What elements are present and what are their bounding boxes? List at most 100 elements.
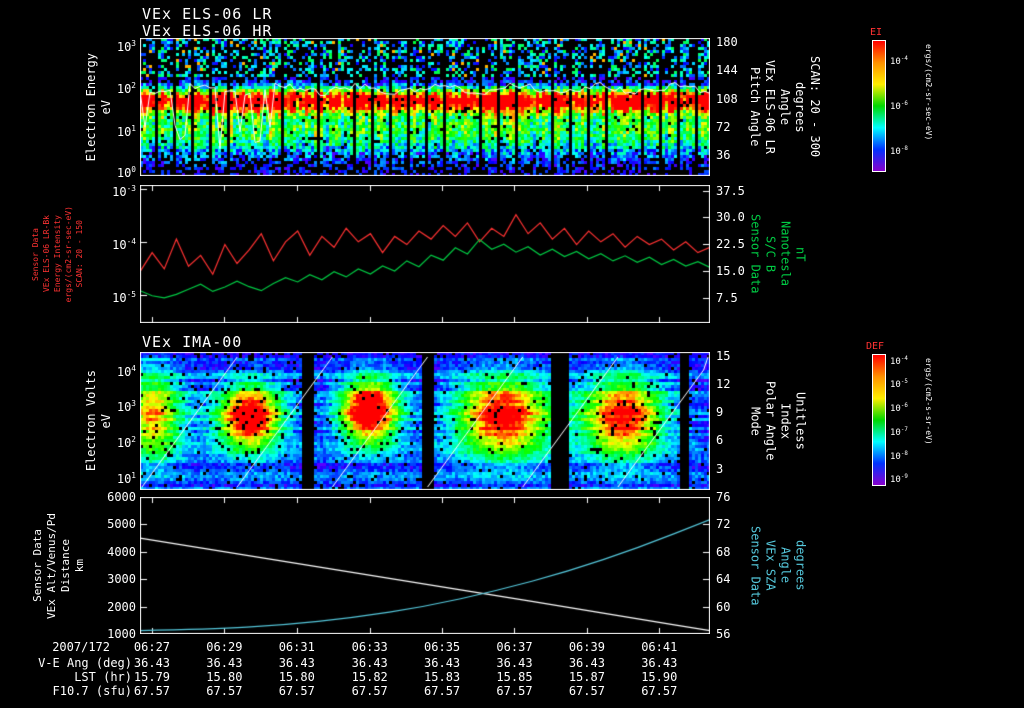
altitude-y-axis-label: Sensor Data VEx Alt/Venus/Pd Distance km: [30, 497, 86, 634]
axis-label-line: Sensor Data: [748, 214, 763, 294]
right-axis-tick-label: 72: [716, 517, 731, 532]
time-tick-label: 06:33: [351, 640, 388, 654]
axis-label-line: Energy Intensity: [53, 215, 62, 293]
intensity-y-axis-label: Sensor Data VEx ELS-06 LR-Bk Energy Intens…: [28, 185, 88, 323]
els-right-ticks: 180 144 108 72 36: [714, 35, 748, 176]
ephemeris-value: 67.57: [351, 684, 388, 698]
ima-colorbar-units: ergs/(cm2-s-sr-eV): [924, 358, 933, 445]
axis-label-line: Polar Angle: [763, 381, 778, 461]
veang-row: 36.43 36.43 36.43 36.43 36.43 36.43 36.43 36.43: [0, 656, 1024, 670]
left-axis-tick-label: 101: [116, 471, 136, 487]
right-axis-tick-label: 60: [716, 599, 731, 614]
ephemeris-value: 67.57: [641, 684, 678, 698]
right-axis-tick-label: 36: [716, 148, 731, 163]
left-axis-tick-label: 2000: [107, 599, 136, 614]
axis-label-line: nT: [793, 246, 808, 262]
right-axis-tick-label: 76: [716, 490, 731, 504]
right-axis-tick-label: 12: [716, 376, 731, 391]
ima-spectrogram-panel: [140, 352, 710, 490]
bfield-right-ticks: 37.5 30.0 22.5 15.0 7.5: [714, 184, 748, 323]
axis-label-line: Mode: [748, 406, 763, 436]
axis-label-line: VEx SZA: [763, 540, 778, 591]
ephemeris-value: 36.43: [133, 656, 171, 670]
axis-label-line: S/C B: [763, 235, 778, 273]
ephemeris-value: 15.80: [278, 670, 315, 684]
axis-label-line: Unitless: [793, 392, 808, 450]
axis-label-line: Angle: [778, 547, 793, 584]
right-axis-tick-label: 30.0: [716, 210, 745, 225]
time-tick-label: 06:31: [278, 640, 315, 654]
colorbar-axis-tick-label: 10-8: [890, 145, 908, 157]
date-label: 2007/172: [52, 640, 110, 654]
right-axis-tick-label: 9: [716, 405, 724, 420]
colorbar-axis-tick-label: 10-4: [890, 355, 908, 367]
colorbar-axis-tick-label: 10-6: [890, 101, 908, 112]
row-label-f107: F10.7 (sfu): [52, 684, 132, 698]
altitude-sza-panel: [140, 497, 710, 634]
altitude-sza-canvas: [140, 497, 710, 634]
lst-row: 15.79 15.80 15.80 15.82 15.83 15.85 15.87 15.90: [0, 670, 1024, 684]
left-axis-tick-label: 103: [116, 39, 136, 55]
els-colorbar-title: EI: [870, 27, 883, 38]
els-left-ticks: 103 102 101 100: [104, 38, 138, 180]
sza-right-axis-label: Sensor Data VEx SZA Angle degrees: [748, 497, 808, 634]
left-axis-tick-label: 4000: [107, 544, 136, 559]
intensity-bfield-panel: [140, 185, 710, 323]
left-axis-tick-label: 103: [116, 399, 136, 415]
ima-title: VEx IMA-00: [142, 333, 243, 351]
ima-colorbar-ticks: 10-4 10-5 10-6 10-7 10-8 10-9: [888, 354, 924, 486]
colorbar-axis-tick-label: 10-4: [890, 56, 908, 68]
right-axis-tick-label: 144: [716, 63, 738, 78]
axis-label-line: Pitch Angle: [748, 67, 762, 147]
ephemeris-value: 36.43: [424, 656, 461, 670]
ima-left-ticks: 104 103 102 101: [104, 352, 138, 490]
row-label-lst: LST (hr): [74, 670, 132, 684]
right-axis-tick-label: 56: [716, 627, 731, 641]
right-axis-tick-label: 15.0: [716, 264, 745, 279]
right-axis-tick-label: 22.5: [716, 237, 745, 252]
left-axis-tick-label: 102: [116, 435, 136, 451]
bfield-right-axis-label: Sensor Data S/C B Nanotesla nT: [748, 185, 808, 323]
right-axis-tick-label: 6: [716, 433, 724, 448]
axis-label-line: ergs/(cm2-sr-sec-eV): [64, 205, 73, 303]
time-tick-label: 06:35: [424, 640, 461, 654]
left-axis-tick-label: 102: [116, 81, 136, 97]
els-spectrogram-panel: [140, 38, 710, 176]
left-axis-tick-label: 10-3: [112, 184, 136, 200]
ephemeris-value: 36.43: [641, 656, 678, 670]
right-axis-tick-label: 68: [716, 544, 731, 559]
ephemeris-value: 67.57: [568, 684, 605, 698]
left-axis-tick-label: 10-5: [112, 290, 136, 306]
axis-label-line: Index: [778, 402, 793, 440]
intensity-bfield-canvas: [140, 185, 710, 323]
colorbar-axis-tick-label: 10-5: [890, 379, 908, 391]
els-right-axis-label: Pitch Angle VEx ELS-06 LR Angle degrees SCAN…: [748, 38, 822, 176]
row-label-veang: V-E Ang (deg): [38, 656, 132, 670]
left-axis-tick-label: 101: [116, 124, 136, 140]
axis-label-line: SCAN: 20 - 300: [808, 56, 822, 158]
ephemeris-value: 15.80: [206, 670, 243, 684]
els-colorbar-ticks: 10-4 10-6 10-8: [888, 40, 924, 172]
ephemeris-value: 15.90: [641, 670, 678, 684]
altitude-left-ticks: 6000 5000 4000 3000 2000 1000: [104, 490, 138, 641]
left-axis-tick-label: 5000: [107, 517, 136, 532]
right-axis-tick-label: 15: [716, 349, 731, 364]
ephemeris-value: 36.43: [278, 656, 315, 670]
els-colorbar: [872, 40, 886, 172]
colorbar-axis-tick-label: 10-7: [890, 426, 908, 438]
axis-label-line: SCAN: 20 - 150: [75, 220, 84, 288]
axis-label-line: Sensor Data: [30, 529, 44, 602]
ephemeris-value: 15.85: [496, 670, 533, 684]
els-hr-title: VEx ELS-06 HR: [142, 22, 273, 40]
ephemeris-value: 15.82: [351, 670, 388, 684]
axis-label-line: Distance: [58, 539, 72, 592]
ephemeris-value: 36.43: [568, 656, 605, 670]
axis-label-line: Nanotesla: [778, 221, 793, 287]
right-axis-tick-label: 72: [716, 120, 731, 134]
ima-right-ticks: 15 12 9 6 3: [714, 349, 748, 490]
ephemeris-value: 15.83: [424, 670, 461, 684]
left-axis-tick-label: 1000: [107, 627, 136, 641]
time-axis-row: 06:27 06:29 06:31 06:33 06:35 06:37 06:39 06:41: [0, 640, 1024, 654]
sza-right-ticks: 76 72 68 64 60 56: [714, 490, 748, 641]
